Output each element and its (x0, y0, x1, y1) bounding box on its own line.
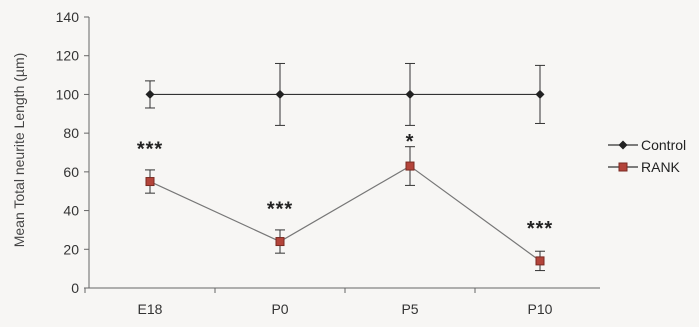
x-tick-label: E18 (138, 301, 163, 317)
x-tick-label: P5 (401, 301, 418, 317)
legend-marker (618, 162, 628, 172)
significance-marker: * (406, 131, 415, 153)
y-tick-label: 60 (63, 164, 79, 180)
series-line (149, 165, 541, 262)
series-layer (145, 62, 545, 272)
legend-marker (618, 140, 628, 150)
significance-marker: *** (137, 139, 163, 161)
data-point (145, 177, 155, 187)
data-point (535, 256, 545, 266)
y-tick-label: 80 (63, 125, 79, 141)
legend: Control RANK (608, 137, 686, 175)
series-control (145, 62, 545, 126)
legend-item-rank: RANK (608, 159, 681, 175)
y-tick-label: 120 (56, 48, 80, 64)
series-rank (145, 146, 545, 272)
annotations: ********** (137, 131, 553, 240)
data-point (405, 89, 415, 99)
data-point (275, 89, 285, 99)
legend-item-control: Control (608, 137, 686, 153)
data-point (405, 161, 415, 171)
y-axis-title: Mean Total neurite Length (µm) (11, 53, 27, 248)
significance-marker: *** (267, 199, 293, 221)
x-tick-label: P0 (271, 301, 288, 317)
data-point (145, 89, 155, 99)
data-point (275, 237, 285, 247)
data-point (535, 89, 545, 99)
x-tick-label: P10 (528, 301, 553, 317)
significance-marker: *** (527, 218, 553, 240)
axes: 0 20 40 60 80 100 120 140 E18 P0 P5 P10 (56, 9, 600, 317)
y-tick-label: 40 (63, 203, 79, 219)
y-tick-label: 20 (63, 241, 79, 257)
y-tick-label: 140 (56, 9, 80, 25)
y-tick-label: 100 (56, 86, 80, 102)
y-tick-label: 0 (71, 280, 79, 296)
legend-label: Control (641, 137, 686, 153)
legend-label: RANK (641, 159, 681, 175)
